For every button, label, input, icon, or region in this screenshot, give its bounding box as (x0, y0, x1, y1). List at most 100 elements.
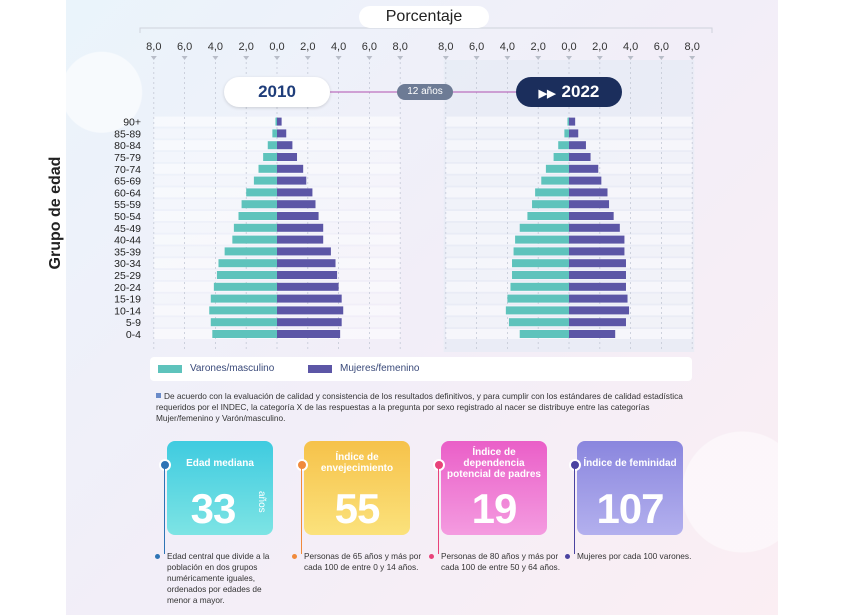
x-tick-label: 2,0 (592, 41, 607, 53)
x-tick-label: 8,0 (146, 41, 161, 53)
tick-marker-icon (150, 56, 157, 60)
bar-female-2010-60-64 (277, 188, 313, 197)
age-group-label: 85-89 (114, 128, 141, 140)
indicator-description-text: Edad central que divide a la población e… (167, 551, 270, 605)
age-group-label: 55-59 (114, 199, 141, 211)
bar-female-2022-5-9 (569, 318, 626, 327)
bar-female-2022-45-49 (569, 223, 620, 232)
tick-marker-icon (274, 56, 280, 60)
indicator-marker-dot (296, 459, 308, 471)
bar-male-2010-30-34 (218, 259, 277, 268)
bar-male-2022-80-84 (558, 141, 569, 150)
bar-male-2010-65-69 (253, 176, 277, 185)
bar-male-2010-75-79 (263, 153, 277, 161)
indicator-card-parent-dependency: Índice de dependencia potencial de padre… (441, 441, 547, 535)
population-pyramid-chart: 8,0 6,0 4,0 2,0 0,0 2,0 4,0 6,0 8,0 8,0 6,0 4,0 2,0 0… (114, 27, 713, 352)
bar-female-2010-15-19 (277, 294, 342, 303)
bar-male-2010-85-89 (272, 129, 277, 138)
bar-male-2022-60-64 (535, 188, 569, 197)
age-group-label: 90+ (123, 117, 141, 129)
bar-male-2022-40-44 (515, 235, 569, 244)
bar-male-2022-55-59 (532, 200, 569, 209)
tick-marker-icon (566, 56, 572, 60)
indicator-description: Personas de 80 años y más por cada 100 d… (429, 551, 561, 573)
tick-marker-icon (335, 56, 342, 60)
bar-female-2022-10-14 (569, 306, 630, 315)
bar-female-2022-40-44 (569, 235, 625, 244)
legend-label-male: Varones/masculino (190, 363, 275, 374)
x-tick-label: 2,0 (239, 41, 254, 53)
bar-female-2010-75-79 (277, 153, 298, 161)
bar-male-2022-10-14 (505, 306, 569, 315)
x-tick-label: 2,0 (531, 41, 546, 53)
age-group-label: 0-4 (126, 329, 141, 341)
bar-male-2022-70-74 (545, 164, 569, 173)
bar-female-2022-25-29 (569, 271, 626, 279)
indicator-description: Personas de 65 años y más por cada 100 d… (292, 551, 424, 573)
bar-female-2010-25-29 (277, 271, 338, 279)
indicator-description: Edad central que divide a la población e… (155, 551, 287, 606)
x-tick-label: 6,0 (362, 41, 377, 53)
bar-male-2022-75-79 (553, 153, 569, 161)
indicator-value: 55 (334, 485, 381, 532)
bar-female-2022-75-79 (569, 153, 591, 161)
tick-marker-icon (366, 56, 373, 60)
bullet-dot-icon (292, 554, 297, 559)
legend-swatch-female (308, 364, 332, 373)
indicator-marker-line (438, 466, 439, 554)
indicator-marker-dot (569, 459, 581, 471)
year-2022-label: 2022 (561, 82, 600, 101)
age-group-label: 65-69 (114, 176, 141, 188)
bar-female-2010-55-59 (277, 200, 316, 209)
tick-marker-icon (181, 56, 188, 60)
x-tick-label: 8,0 (393, 41, 408, 53)
bar-female-2010-85-89 (277, 129, 287, 138)
bar-male-2010-45-49 (233, 223, 277, 232)
bar-male-2010-25-29 (216, 271, 277, 279)
x-tick-label: 4,0 (500, 41, 515, 53)
bar-female-2010-45-49 (277, 223, 324, 232)
bar-female-2010-35-39 (277, 247, 331, 256)
tick-marker-icon (397, 56, 404, 60)
indicator-description-text: Personas de 80 años y más por cada 100 d… (441, 551, 561, 572)
age-group-label: 15-19 (114, 294, 141, 306)
indicator-marker-line (164, 466, 165, 554)
indicator-marker-line (574, 466, 575, 554)
bar-female-2022-60-64 (569, 188, 608, 197)
bar-male-2022-45-49 (519, 223, 569, 232)
bar-male-2022-85-89 (564, 129, 569, 138)
tick-marker-icon (212, 56, 219, 60)
bullet-dot-icon (155, 554, 160, 559)
x-axis-title: Porcentaje (359, 6, 489, 28)
legend-swatch-male (158, 364, 182, 373)
age-group-label: 35-39 (114, 246, 141, 258)
bar-female-2022-0-4 (569, 330, 616, 338)
indicator-value: 19 (471, 485, 518, 532)
tick-marker-icon (627, 56, 634, 60)
tick-marker-icon (304, 56, 311, 60)
x-tick-label: 8,0 (685, 41, 700, 53)
bar-male-2010-20-24 (213, 282, 277, 291)
indicator-marker-dot (159, 459, 171, 471)
bar-male-2010-80-84 (267, 141, 277, 150)
tick-marker-icon (596, 56, 603, 60)
indicator-title: Índice de dependencia potencial de padre… (447, 446, 541, 480)
note-text: De acuerdo con la evaluación de calidad … (156, 391, 683, 423)
bar-male-2010-50-54 (238, 212, 277, 220)
indicator-card-aging-index: Índice de envejecimiento 55 (304, 441, 410, 535)
x-tick-label: 6,0 (177, 41, 192, 53)
age-group-label: 20-24 (114, 282, 141, 294)
bar-male-2010-0-4 (212, 330, 277, 338)
indicator-marker-dot (433, 459, 445, 471)
tick-marker-icon (658, 56, 665, 60)
indicator-description-text: Mujeres por cada 100 varones. (577, 551, 692, 561)
bar-male-2010-90+ (275, 117, 277, 126)
bar-female-2010-80-84 (277, 141, 293, 150)
year-2010-label: 2010 (258, 82, 296, 101)
age-group-label: 30-34 (114, 258, 141, 270)
bar-male-2010-40-44 (232, 235, 277, 244)
x-tick-label: 4,0 (208, 41, 223, 53)
note-bullet-icon (156, 393, 161, 398)
x-tick-label: 4,0 (331, 41, 346, 53)
bar-female-2010-10-14 (277, 306, 344, 315)
